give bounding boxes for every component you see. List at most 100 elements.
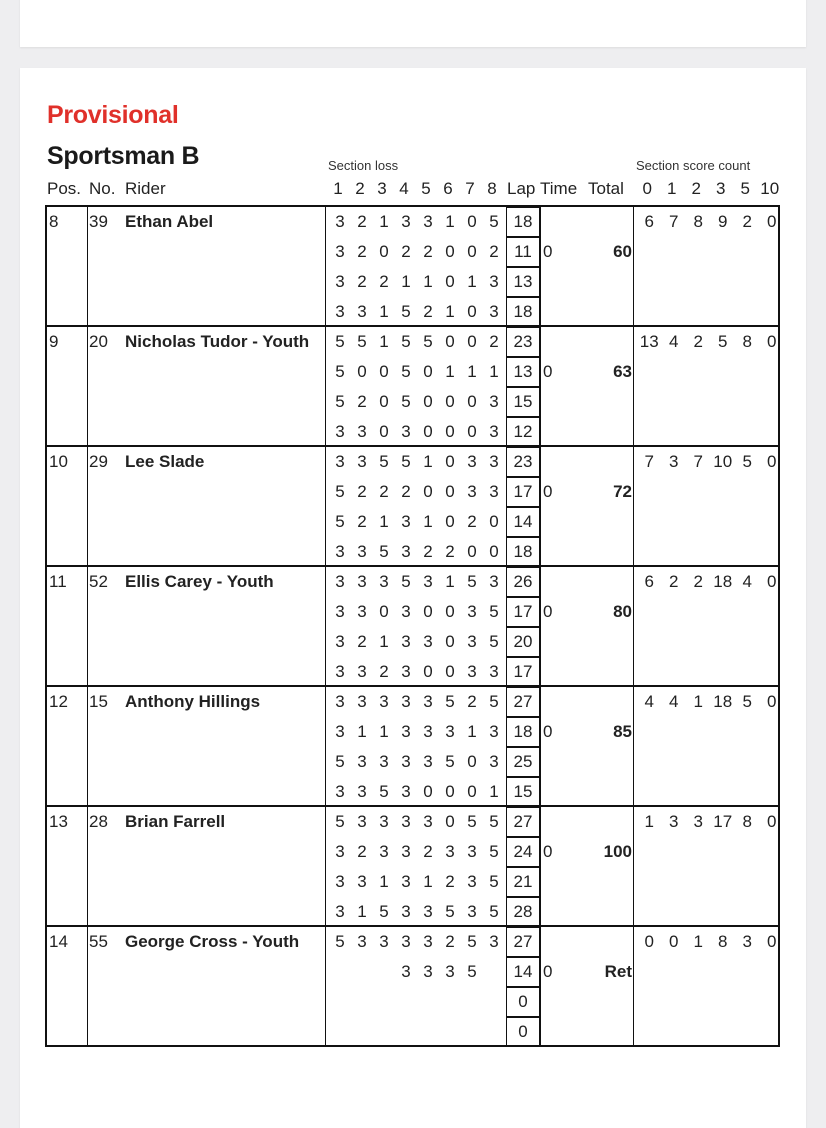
section-score: 3: [401, 662, 411, 681]
column-divider: [87, 927, 88, 1047]
section-score: 0: [445, 392, 455, 411]
score-count: 0: [767, 572, 777, 591]
score-count: 2: [693, 572, 703, 591]
column-divider: [633, 807, 634, 925]
score-count: 0: [767, 932, 777, 951]
section-score: 3: [423, 692, 433, 711]
section-score: 3: [445, 842, 455, 861]
section-score: 0: [445, 512, 455, 531]
score-count: 0: [767, 212, 777, 231]
score-count: 3: [742, 932, 752, 951]
section-score: 5: [401, 302, 411, 321]
section-score: 0: [467, 782, 477, 801]
section-score: 1: [379, 632, 389, 651]
section-score: 5: [401, 452, 411, 471]
section-score: 3: [445, 962, 455, 981]
score-count: 3: [669, 812, 679, 831]
section-score: 0: [423, 662, 433, 681]
lap-header: Lap: [507, 179, 536, 198]
column-divider: [540, 807, 541, 925]
section-score: 3: [489, 572, 499, 591]
section-score: 3: [401, 212, 411, 231]
section-score: 5: [335, 392, 345, 411]
results-table: 8 39 Ethan Abel 3 2 1 3 3 1 0 5 18 3 2 0 2 2 0 0 2 11 3 2 2 1 1 0 1…: [45, 205, 780, 1047]
rider-number: 29: [89, 452, 108, 471]
section-score: 3: [467, 662, 477, 681]
section-score: 1: [357, 722, 367, 741]
lap-total: 27: [506, 687, 540, 717]
section-score: 3: [357, 542, 367, 561]
section-score: 3: [357, 872, 367, 891]
section-score: 1: [379, 872, 389, 891]
lap-total: 27: [506, 927, 540, 957]
section-number-header: 1: [333, 179, 343, 198]
section-score: 0: [467, 242, 477, 261]
score-count: 6: [644, 572, 654, 591]
lap-total: 28: [506, 897, 540, 927]
section-score: 5: [335, 332, 345, 351]
section-score: 1: [357, 902, 367, 921]
section-score: 2: [423, 542, 433, 561]
score-count: 0: [767, 332, 777, 351]
status-label: Provisional: [47, 101, 179, 129]
score-count: 6: [644, 212, 654, 231]
section-score: 0: [423, 782, 433, 801]
section-score: 1: [467, 362, 477, 381]
score-count: 8: [742, 332, 752, 351]
section-score: 2: [423, 842, 433, 861]
rider-name: George Cross - Youth: [125, 932, 300, 951]
section-score: 1: [445, 572, 455, 591]
rider-block: 14 55 George Cross - Youth 5 3 3 3 3 2 5 3 27 3 3 3 5 14…: [47, 927, 778, 1047]
section-score: 3: [335, 872, 345, 891]
section-score: 3: [379, 812, 389, 831]
column-divider: [87, 687, 88, 805]
column-divider: [325, 927, 326, 1047]
section-score: 3: [489, 662, 499, 681]
section-score: 0: [467, 302, 477, 321]
rider-block: 10 29 Lee Slade 3 3 5 5 1 0 3 3 23 5 2 2 2 0 0 3 3 17 5 2 1 3 1 0 2…: [47, 447, 778, 567]
column-divider: [87, 327, 88, 445]
rider-block: 13 28 Brian Farrell 5 3 3 3 3 0 5 5 27 3 2 3 3 2 3 3 5 24 3 3 1…: [47, 807, 778, 927]
rider-number: 55: [89, 932, 108, 951]
section-score: 2: [445, 932, 455, 951]
rider-name: Lee Slade: [125, 452, 205, 471]
previous-card: [20, 0, 806, 47]
section-score: 3: [379, 752, 389, 771]
score-count-header: 5: [740, 179, 750, 198]
rider-name: Anthony Hillings: [125, 692, 261, 711]
section-score: 2: [357, 482, 367, 501]
rider-total: 63: [613, 362, 632, 381]
section-score: 0: [467, 752, 477, 771]
section-score: 3: [423, 212, 433, 231]
section-score: 1: [423, 452, 433, 471]
score-count-header: 0: [642, 179, 652, 198]
section-score: 2: [445, 872, 455, 891]
section-score: 1: [467, 272, 477, 291]
rider-time: 0: [543, 362, 553, 381]
results-card: Provisional Sportsman B Section loss Sec…: [20, 68, 806, 1128]
section-score: 3: [357, 932, 367, 951]
section-score: 0: [467, 422, 477, 441]
lap-total: 12: [506, 417, 540, 447]
section-score: 5: [489, 692, 499, 711]
score-count: 7: [644, 452, 654, 471]
section-score: 5: [489, 632, 499, 651]
section-loss-heading: Section loss: [328, 158, 399, 173]
section-score: 3: [379, 572, 389, 591]
section-score: 1: [445, 302, 455, 321]
lap-total: 18: [506, 297, 540, 327]
section-score: 3: [379, 842, 389, 861]
score-count: 5: [718, 332, 728, 351]
score-count: 4: [669, 332, 679, 351]
section-score: 2: [357, 242, 367, 261]
column-divider: [633, 327, 634, 445]
section-score: 3: [357, 572, 367, 591]
section-score: 3: [335, 272, 345, 291]
section-score: 5: [335, 932, 345, 951]
score-count: 5: [742, 692, 752, 711]
rider-position: 9: [49, 332, 59, 351]
column-divider: [633, 207, 634, 325]
section-score: 1: [489, 782, 499, 801]
section-score: 3: [467, 842, 477, 861]
score-count-header: 1: [667, 179, 677, 198]
